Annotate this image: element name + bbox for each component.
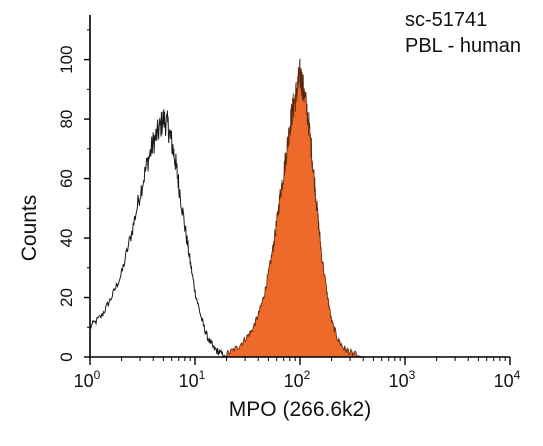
y-tick-label: 20 <box>57 288 76 307</box>
series-1-filled-histogram <box>226 58 364 358</box>
y-tick-label: 100 <box>57 45 76 73</box>
series-0-outline-histogram <box>89 109 227 358</box>
antibody-annotation: sc-51741 <box>405 9 487 31</box>
axes: 0 20 40 60 80 100 100 101 102 103 104 <box>57 15 521 391</box>
y-tick-label: 0 <box>57 352 76 361</box>
y-axis-label: Counts <box>18 195 41 262</box>
x-tick-label: 100 <box>74 368 101 391</box>
plot-area <box>89 58 364 358</box>
x-tick-label: 104 <box>494 368 521 391</box>
y-tick-label: 80 <box>57 110 76 129</box>
x-tick-label: 102 <box>284 368 311 391</box>
sample-annotation: PBL - human <box>405 35 521 57</box>
y-tick-label: 60 <box>57 169 76 188</box>
y-tick-label: 40 <box>57 229 76 248</box>
x-axis-label: MPO (266.6k2) <box>229 398 371 421</box>
x-tick-label: 101 <box>179 368 206 391</box>
x-tick-label: 103 <box>389 368 416 391</box>
